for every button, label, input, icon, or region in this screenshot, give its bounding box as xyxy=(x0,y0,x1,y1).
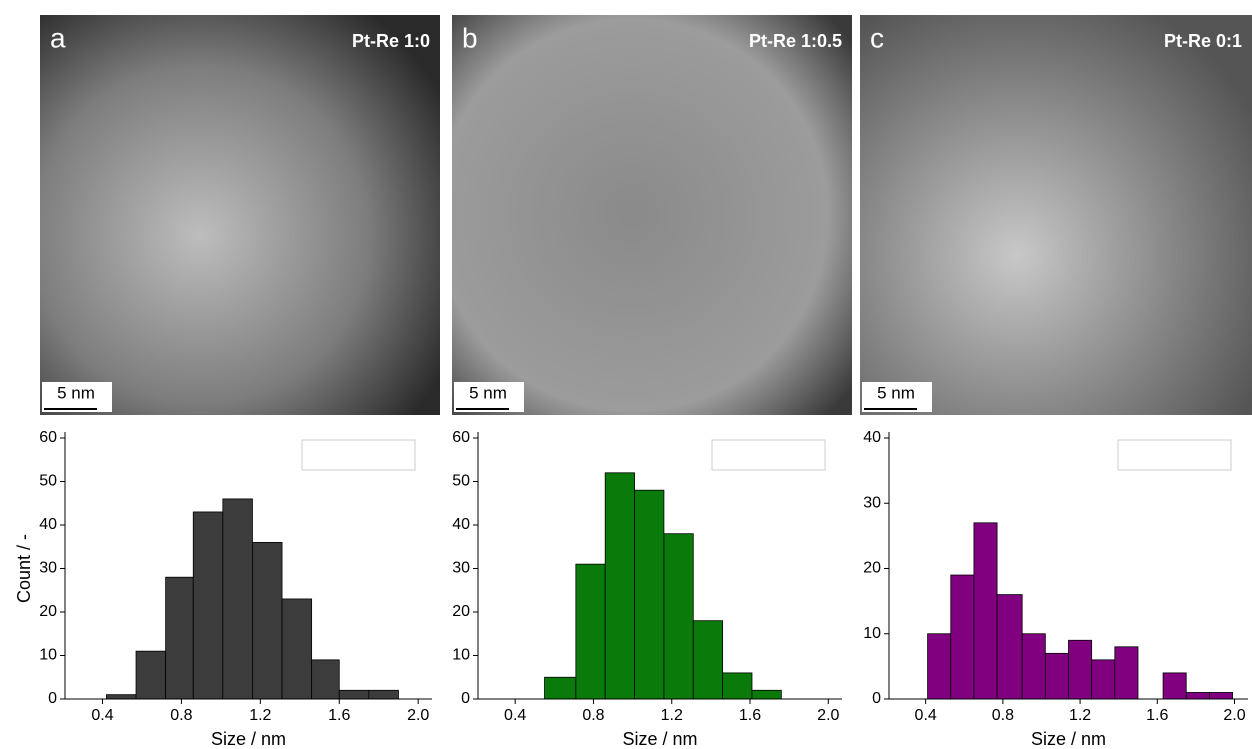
sample-label: Pt-Re 0:1 xyxy=(1164,31,1242,51)
y-tick-label: 60 xyxy=(39,429,57,446)
y-tick-label: 50 xyxy=(452,473,470,490)
bar xyxy=(1068,639,1093,700)
y-tick-label: 0 xyxy=(48,690,57,707)
bar xyxy=(634,489,665,700)
bar xyxy=(192,511,224,700)
x-tick-label: 0.8 xyxy=(992,707,1014,724)
x-tick-label: 1.6 xyxy=(739,707,761,724)
bar xyxy=(575,563,606,700)
bar xyxy=(252,542,283,700)
y-tick-label: 40 xyxy=(452,516,470,533)
x-tick-label: 1.2 xyxy=(249,707,271,724)
scale-box xyxy=(454,382,524,412)
bar xyxy=(106,694,137,700)
x-tick-label: 2.0 xyxy=(817,707,839,724)
tem-image xyxy=(40,15,440,415)
bar xyxy=(1208,692,1233,700)
x-tick-label: 2.0 xyxy=(407,707,429,724)
legend-box xyxy=(1117,439,1232,471)
bar xyxy=(1044,652,1069,700)
y-tick-label: 60 xyxy=(452,429,470,446)
x-tick-label: 1.6 xyxy=(328,707,350,724)
legend-box xyxy=(301,439,416,471)
y-tick-label: 40 xyxy=(39,516,57,533)
bar xyxy=(996,594,1023,700)
y-tick-label: 30 xyxy=(452,560,470,577)
bar xyxy=(722,672,753,700)
y-tick-label: 10 xyxy=(39,647,57,664)
panel-letter: b xyxy=(462,22,478,53)
bar xyxy=(1185,692,1210,700)
x-tick-label: 0.4 xyxy=(91,707,113,724)
y-tick-label: 30 xyxy=(39,560,57,577)
tem-image xyxy=(452,15,852,415)
bar xyxy=(544,676,577,700)
bar xyxy=(311,659,340,700)
y-tick-label: 20 xyxy=(39,603,57,620)
x-tick-label: 1.6 xyxy=(1146,707,1168,724)
x-axis-title: Size / nm xyxy=(211,729,286,749)
bar xyxy=(663,533,694,700)
bar xyxy=(368,689,399,700)
x-tick-label: 0.8 xyxy=(170,707,192,724)
x-tick-label: 1.2 xyxy=(661,707,683,724)
x-axis-title: Size / nm xyxy=(622,729,697,749)
bar xyxy=(165,576,194,700)
y-tick-label: 20 xyxy=(452,603,470,620)
x-tick-label: 1.2 xyxy=(1069,707,1091,724)
panel-letter: c xyxy=(870,22,884,53)
sample-label: Pt-Re 1:0 xyxy=(352,31,430,51)
bar xyxy=(222,498,253,700)
y-tick-label: 20 xyxy=(863,560,881,577)
bar xyxy=(604,472,635,700)
bar xyxy=(281,598,313,700)
bar xyxy=(973,522,998,700)
y-tick-label: 0 xyxy=(461,690,470,707)
y-tick-label: 40 xyxy=(863,429,881,446)
scale-box xyxy=(862,382,932,412)
bar xyxy=(1021,633,1046,700)
bar xyxy=(751,689,782,700)
bar xyxy=(135,650,167,700)
scale-label: 5 nm xyxy=(469,383,507,402)
y-tick-label: 50 xyxy=(39,473,57,490)
sample-label: Pt-Re 1:0.5 xyxy=(749,31,842,51)
scale-label: 5 nm xyxy=(57,383,95,402)
x-tick-label: 2.0 xyxy=(1223,707,1245,724)
y-tick-label: 0 xyxy=(872,690,881,707)
scale-box xyxy=(42,382,112,412)
x-tick-label: 0.4 xyxy=(504,707,526,724)
tem-image xyxy=(860,15,1252,415)
legend-box xyxy=(711,439,826,471)
y-tick-label: 10 xyxy=(863,625,881,642)
y-tick-label: 10 xyxy=(452,647,470,664)
y-tick-label: 30 xyxy=(863,494,881,511)
x-tick-label: 0.8 xyxy=(582,707,604,724)
x-tick-label: 0.4 xyxy=(915,707,937,724)
scale-label: 5 nm xyxy=(877,383,915,402)
bar xyxy=(1162,672,1187,700)
x-axis-title: Size / nm xyxy=(1031,729,1106,749)
bar xyxy=(692,620,724,700)
bar xyxy=(1114,646,1139,700)
bar xyxy=(927,633,952,700)
bar xyxy=(1091,659,1116,700)
y-axis-title: Count / - xyxy=(14,534,34,603)
bar xyxy=(950,574,975,700)
bar xyxy=(338,689,370,700)
panel-letter: a xyxy=(50,22,66,53)
